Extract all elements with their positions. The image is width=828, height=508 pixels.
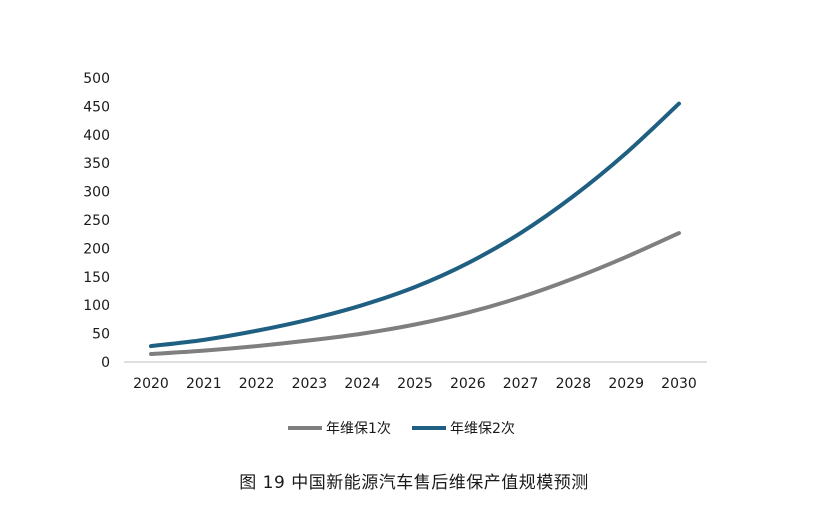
legend: 年维保1次 年维保2次 bbox=[288, 421, 515, 437]
legend-label: 年维保1次 bbox=[326, 421, 391, 437]
series-lines bbox=[149, 101, 681, 357]
x-tick-label: 2030 bbox=[661, 376, 697, 392]
y-tick-label: 50 bbox=[92, 327, 110, 343]
x-tick-label: 2023 bbox=[292, 376, 328, 392]
y-tick-label: 300 bbox=[83, 185, 110, 201]
y-tick-label: 0 bbox=[101, 355, 110, 371]
x-tick-label: 2026 bbox=[450, 376, 486, 392]
y-tick-label: 500 bbox=[83, 71, 110, 87]
x-tick-label: 2024 bbox=[344, 376, 380, 392]
x-tick-label: 2022 bbox=[239, 376, 275, 392]
x-tick-label: 2028 bbox=[556, 376, 592, 392]
y-tick-label: 200 bbox=[83, 241, 110, 257]
y-tick-label: 150 bbox=[83, 270, 110, 286]
y-tick-label: 100 bbox=[83, 298, 110, 314]
series-line-1 bbox=[149, 231, 681, 357]
x-tick-label: 2029 bbox=[608, 376, 644, 392]
y-tick-label: 350 bbox=[83, 156, 110, 172]
legend-item-2: 年维保2次 bbox=[412, 421, 515, 437]
y-tick-label: 250 bbox=[83, 213, 110, 229]
legend-label: 年维保2次 bbox=[450, 421, 515, 437]
x-tick-label: 2020 bbox=[133, 376, 169, 392]
y-axis-tick-labels: 0 50 100 150 200 250 300 350 400 450 500 bbox=[83, 71, 110, 371]
x-tick-label: 2025 bbox=[397, 376, 433, 392]
figure-caption: 图 19 中国新能源汽车售后维保产值规模预测 bbox=[239, 473, 589, 493]
legend-item-1: 年维保1次 bbox=[288, 421, 391, 437]
series-line-2 bbox=[149, 101, 681, 349]
y-tick-label: 400 bbox=[83, 128, 110, 144]
x-tick-label: 2021 bbox=[186, 376, 222, 392]
y-tick-label: 450 bbox=[83, 99, 110, 115]
x-axis-tick-labels: 2020 2021 2022 2023 2024 2025 2026 2027 2028 2029… bbox=[133, 376, 697, 392]
x-tick-label: 2027 bbox=[503, 376, 539, 392]
